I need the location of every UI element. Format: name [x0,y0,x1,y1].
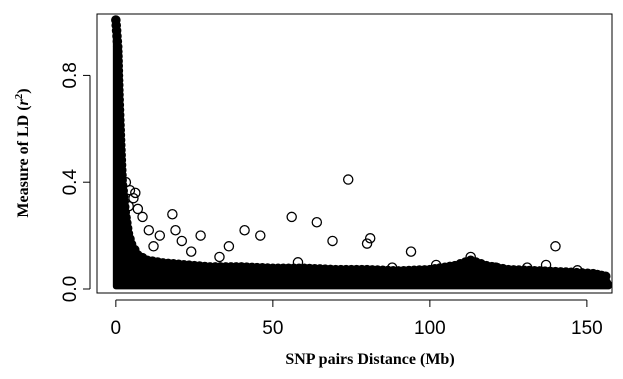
scatter-point [167,208,178,220]
x-tick-label: 100 [414,318,446,339]
y-tick-label: 0.0 [60,276,81,302]
scatter-point [430,259,442,271]
scatter-point [292,257,304,268]
scatter-point [361,238,373,249]
scatter-point [364,233,376,244]
scatter-point [327,235,338,247]
scatter-point [132,203,144,215]
scatter-point [176,235,188,247]
x-tick-label: 0 [111,318,122,339]
y-tick-label: 0.8 [60,62,81,88]
scatter-point [572,265,583,276]
scatter-point [521,262,533,273]
y-axis-label-close: ) [15,88,32,93]
scatter-point [154,230,166,241]
scatter-point [239,225,250,236]
y-axis-label-sup: 2 [13,93,25,99]
band-edge-markers [111,15,611,282]
band-edge-point [600,271,611,282]
scatter-point [128,192,139,204]
scatter-point [170,225,181,236]
scatter-point [185,246,197,257]
scatter-point [130,187,141,199]
scatter-point [342,174,354,185]
axes-layer: 0 50 100 150 0.0 0.4 0.8 [60,13,613,339]
scatter-point [120,176,132,188]
scatter-point [148,241,159,252]
scatter-point [114,144,126,156]
x-tick-label: 150 [571,318,603,339]
scatter-point [540,259,552,271]
scatter-point [195,230,206,241]
scatter-point [137,211,148,223]
y-axis-label-main: Measure of LD ( [15,105,32,217]
y-axis-label: Measure of LD (r2) [13,88,32,217]
scatter-point [286,211,297,223]
scatter-point [255,230,266,241]
scatter-point [214,251,225,263]
scatter-point [465,251,476,263]
scatter-point [550,241,561,252]
scatter-point [490,262,502,273]
scatter-point [223,241,235,252]
scatter-point [405,246,417,257]
y-tick-label: 0.4 [60,169,81,196]
y-axis-label-var: r [15,98,32,105]
scatter-point [143,225,155,236]
scatter-point [386,262,398,273]
points-layer [111,15,612,290]
scatter-point [311,216,323,228]
plot-frame [96,13,613,294]
x-tick-label: 50 [262,318,283,339]
x-axis-label: SNP pairs Distance (Mb) [285,351,454,368]
